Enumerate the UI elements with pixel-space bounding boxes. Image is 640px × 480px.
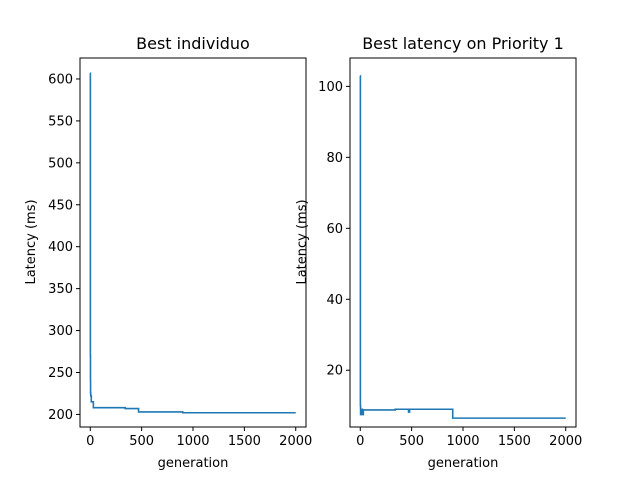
x-tick-label: 1500 <box>228 434 261 449</box>
y-axis-label: Latency (ms) <box>295 199 310 284</box>
y-tick-label: 20 <box>326 364 343 379</box>
chart-title: Best individuo <box>136 34 250 53</box>
x-tick-label: 0 <box>356 434 364 449</box>
y-tick-label: 200 <box>48 408 73 423</box>
y-tick-label: 250 <box>48 366 73 381</box>
y-tick-label: 300 <box>48 324 73 339</box>
x-tick-label: 1500 <box>498 434 531 449</box>
x-tick-label: 500 <box>129 434 154 449</box>
x-tick-label: 1000 <box>446 434 479 449</box>
x-axis-label: generation <box>158 456 229 471</box>
x-ticks: 0 500 1000 1500 2000 <box>86 427 312 449</box>
plot-frame <box>349 57 577 428</box>
x-tick-label: 2000 <box>279 434 312 449</box>
chart-best-individuo: Best individuo 0 500 1000 1500 2000 200 250 30… <box>24 34 312 471</box>
x-axis-label: generation <box>428 456 499 471</box>
y-ticks: 20 40 60 80 100 <box>318 80 350 379</box>
series-line <box>89 72 296 414</box>
y-tick-label: 60 <box>326 222 343 237</box>
y-ticks: 200 250 300 350 400 450 500 550 600 <box>48 72 80 423</box>
y-tick-label: 40 <box>326 293 343 308</box>
y-tick-label: 600 <box>48 72 73 87</box>
y-tick-label: 400 <box>48 240 73 255</box>
plot-frame <box>79 57 307 428</box>
y-tick-label: 80 <box>326 151 343 166</box>
x-tick-label: 2000 <box>549 434 582 449</box>
x-tick-label: 1000 <box>176 434 209 449</box>
y-axis-label: Latency (ms) <box>24 199 39 284</box>
chart-title: Best latency on Priority 1 <box>362 34 564 53</box>
x-tick-label: 500 <box>399 434 424 449</box>
y-tick-label: 500 <box>48 156 73 171</box>
x-ticks: 0 500 1000 1500 2000 <box>356 427 582 449</box>
y-tick-label: 100 <box>318 80 343 95</box>
x-tick-label: 0 <box>86 434 94 449</box>
y-tick-label: 350 <box>48 282 73 297</box>
chart-priority-1: Best latency on Priority 1 0 500 1000 1500 2… <box>295 34 582 471</box>
series-line <box>359 74 566 419</box>
y-tick-label: 450 <box>48 198 73 213</box>
y-tick-label: 550 <box>48 114 73 129</box>
